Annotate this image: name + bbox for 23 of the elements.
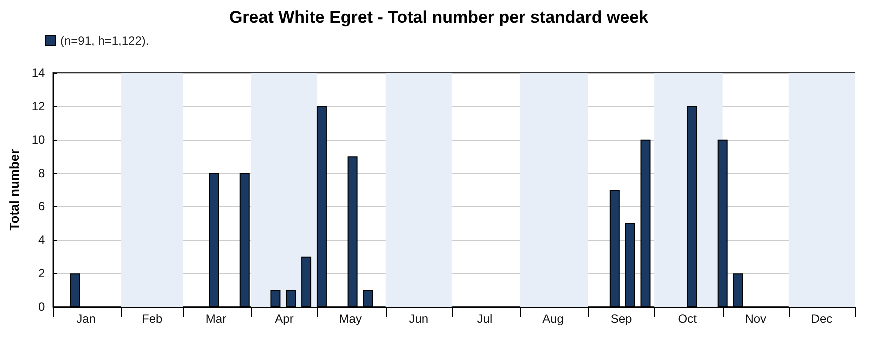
x-tick-label: Jun: [409, 312, 429, 326]
x-tick-label: Aug: [542, 312, 564, 326]
x-tick-label: Feb: [142, 312, 164, 326]
y-tick-label: 2: [38, 266, 46, 281]
y-tick-label: 12: [32, 99, 46, 114]
y-tick-label: 14: [32, 66, 46, 80]
x-tick-label: May: [339, 312, 362, 326]
x-tick-label: Sep: [610, 312, 633, 326]
x-tick-label: Oct: [678, 312, 698, 326]
y-tick-label: 8: [38, 166, 46, 180]
x-tick-label: Apr: [275, 312, 294, 326]
chart-title: Great White Egret - Total number per standard week: [229, 8, 650, 27]
x-tick-label: Jan: [76, 312, 96, 326]
x-tick-label: Dec: [811, 312, 833, 326]
y-tick-label: 10: [32, 132, 46, 147]
legend-label: (n=91, h=1,122).: [60, 34, 150, 48]
y-tick-label: 0: [38, 300, 46, 314]
y-tick-label: 4: [38, 233, 46, 248]
y-tick-label: 6: [38, 200, 46, 214]
x-tick-label: Mar: [206, 312, 227, 326]
x-tick-label: Nov: [745, 312, 767, 326]
x-tick-label: Jul: [477, 312, 493, 326]
y-axis-title: Total number: [7, 149, 22, 231]
